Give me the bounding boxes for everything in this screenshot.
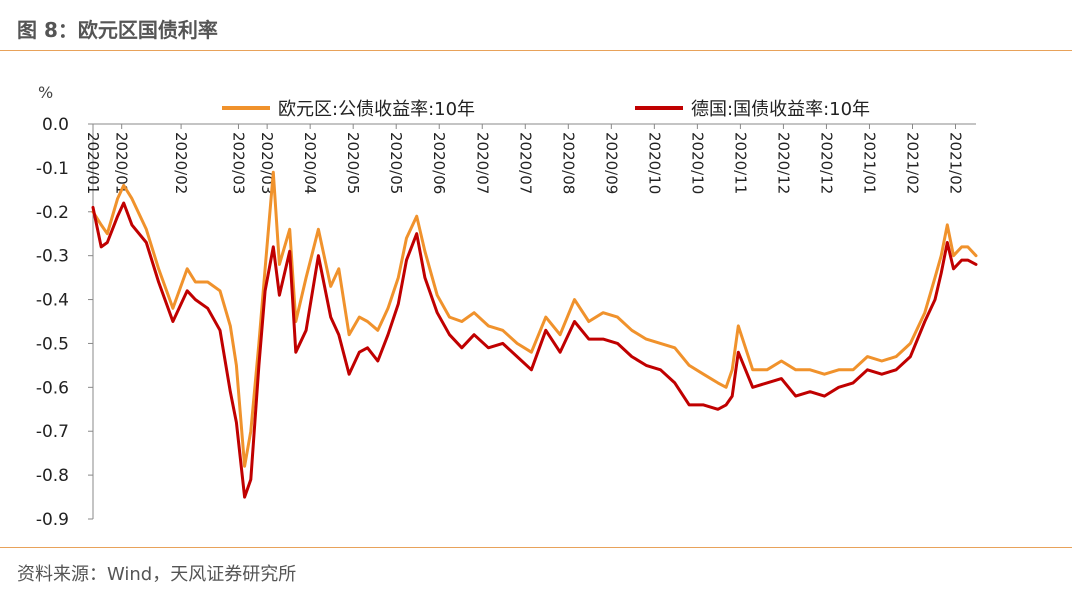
x-tick-label: 2020/01 bbox=[84, 132, 102, 194]
x-tick-label: 2020/06 bbox=[430, 132, 448, 194]
x-tick-label: 2020/07 bbox=[473, 132, 491, 194]
series-line-germany bbox=[91, 201, 978, 499]
legend-label-germany: 德国:国债收益率:10年 bbox=[691, 99, 870, 120]
x-tick-label: 2020/07 bbox=[516, 132, 534, 194]
y-tick-label: -0.2 bbox=[36, 203, 69, 223]
x-tick-label: 2020/12 bbox=[774, 132, 792, 194]
y-tick-label: -0.8 bbox=[36, 466, 69, 486]
source-note: 资料来源：Wind，天风证券研究所 bbox=[17, 564, 297, 585]
y-axis-unit-label: % bbox=[38, 83, 53, 102]
x-tick-label: 2020/01 bbox=[113, 132, 131, 194]
y-tick-label: -0.4 bbox=[36, 291, 69, 311]
y-tick-label: -0.1 bbox=[36, 159, 69, 179]
x-tick-label: 2020/10 bbox=[688, 132, 706, 194]
y-axis: 0.0 -0.1 -0.2 -0.3 -0.4 -0.5 -0.6 -0.7 -0.8 -0.9 bbox=[36, 115, 94, 530]
footer-divider bbox=[0, 547, 1072, 548]
header-divider bbox=[0, 50, 1072, 51]
x-tick-label: 2020/02 bbox=[172, 132, 190, 194]
x-tick-label: 2020/12 bbox=[817, 132, 835, 194]
series-layer bbox=[91, 170, 978, 499]
x-tick-label: 2021/02 bbox=[903, 132, 921, 194]
x-tick-label: 2021/02 bbox=[947, 132, 965, 194]
y-tick-label: -0.6 bbox=[36, 378, 69, 398]
x-tick-label: 2020/10 bbox=[645, 132, 663, 194]
x-tick-label: 2020/05 bbox=[387, 132, 405, 194]
y-tick-label: -0.5 bbox=[36, 334, 69, 354]
y-tick-label: -0.9 bbox=[36, 510, 69, 530]
legend: 欧元区:公债收益率:10年 德国:国债收益率:10年 bbox=[222, 99, 870, 120]
x-tick-label: 2020/08 bbox=[559, 132, 577, 194]
series-line-euro bbox=[91, 170, 978, 468]
x-axis: 2020/01 2020/01 2020/02 2020/03 2020/03 2020/… bbox=[84, 123, 976, 194]
page-title: 图 8：欧元区国债利率 bbox=[17, 18, 218, 42]
y-tick-label: -0.3 bbox=[36, 247, 69, 267]
y-tick-label: 0.0 bbox=[42, 115, 69, 135]
x-tick-label: 2021/01 bbox=[860, 132, 878, 194]
x-tick-label: 2020/03 bbox=[229, 132, 247, 194]
legend-label-euro: 欧元区:公债收益率:10年 bbox=[278, 99, 475, 120]
x-tick-label: 2020/09 bbox=[602, 132, 620, 194]
y-tick-label: -0.7 bbox=[36, 422, 69, 442]
x-tick-label: 2020/04 bbox=[301, 132, 319, 194]
x-tick-label: 2020/05 bbox=[344, 132, 362, 194]
x-tick-label: 2020/11 bbox=[731, 132, 749, 194]
